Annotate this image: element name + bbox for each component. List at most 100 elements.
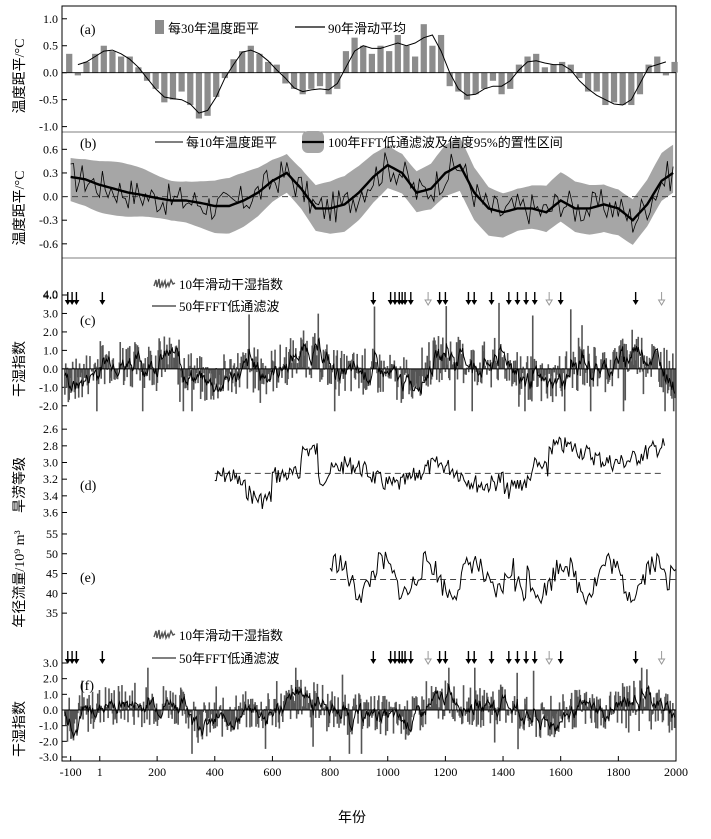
bar <box>100 45 107 73</box>
bar <box>559 61 566 73</box>
y-tick-label: 35 <box>46 606 58 620</box>
y-tick-label: 0.3 <box>43 166 58 180</box>
y-tick-label: 1.0 <box>43 687 58 701</box>
event-arrow-head <box>387 300 394 305</box>
y-tick-label: 55 <box>46 527 58 541</box>
event-arrow-head <box>69 659 76 664</box>
bar <box>299 72 306 95</box>
bar <box>351 37 358 73</box>
event-arrow-head <box>402 300 409 305</box>
legend-label-line-a: 90年滑动平均 <box>328 21 406 36</box>
bar <box>264 61 272 73</box>
y-tick-label: 2.0 <box>43 325 58 339</box>
y-tick-label: 3.0 <box>43 656 58 670</box>
bar <box>463 72 471 100</box>
x-tick-label: 200 <box>148 765 166 779</box>
x-tick-label: 1 <box>97 765 103 779</box>
event-arrow-head <box>73 300 80 305</box>
bar <box>412 56 419 73</box>
panel-label-d: (d) <box>80 479 97 494</box>
event-arrow-head <box>391 659 398 664</box>
x-axis: -100 1 200 400 600 800 1000 1200 1400 1600 1800 200… <box>60 756 688 779</box>
legend-label-fft-f: 50年FFT低通滤波 <box>179 651 279 666</box>
legend-swatch-wet-f <box>153 629 176 641</box>
legend-label-band: 100年FFT低通滤波及信度95%的置性区间 <box>328 135 563 150</box>
event-arrow-open-head <box>657 658 666 665</box>
bar <box>610 72 618 103</box>
ylabel-e: 年径流量/10⁹ m³ <box>12 530 28 627</box>
bar <box>420 24 427 73</box>
ylabel-d: 旱涝等级 <box>11 457 28 513</box>
bar <box>256 53 263 73</box>
bar <box>92 53 99 73</box>
event-arrow-head <box>64 659 71 664</box>
event-arrow-head <box>370 300 377 305</box>
panel-label-a: (a) <box>80 23 96 38</box>
y-tick-label: 40 <box>46 586 58 600</box>
bar <box>221 72 228 79</box>
y-tick-label: -2.0 <box>39 734 58 748</box>
y-tick-label: -1.0 <box>39 120 58 134</box>
event-arrow-head <box>436 659 443 664</box>
event-arrow-head <box>391 300 398 305</box>
event-arrow-head <box>64 300 71 305</box>
bar <box>126 56 133 73</box>
x-tick-label: 1200 <box>433 765 457 779</box>
bar <box>178 72 185 92</box>
y-tick-label: 3.0 <box>43 306 58 320</box>
ylabel-a: 温度距平/°C <box>12 39 28 114</box>
bar <box>394 34 401 73</box>
bar <box>152 72 159 89</box>
panel-label-e: (e) <box>80 571 96 586</box>
panel-label-c: (c) <box>80 314 96 329</box>
bar <box>628 72 635 106</box>
y-tick-label: 0.5 <box>43 39 58 53</box>
bar <box>593 72 600 92</box>
x-tick-label: 1400 <box>491 765 515 779</box>
bar <box>161 72 168 103</box>
bar <box>360 45 367 73</box>
event-arrow-head <box>465 659 472 664</box>
panel-c: -2.0-1.00.01.02.03.04.04.0 <box>39 287 676 413</box>
panel-a: -1.0 -0.5 0.0 0.5 1.0 <box>39 12 678 134</box>
bar <box>455 72 462 92</box>
bar <box>550 64 557 73</box>
bar <box>437 34 445 73</box>
legend-swatch-bar <box>155 20 164 34</box>
y-tick-label: 4.0 <box>43 288 58 302</box>
xlabel: 年份 <box>338 810 366 826</box>
bar <box>273 64 280 73</box>
bar <box>386 51 393 73</box>
event-arrow-head <box>632 659 639 664</box>
y-tick-label: -1.0 <box>39 719 58 733</box>
y-tick-label: -3.0 <box>39 750 58 764</box>
event-arrow-head <box>514 659 521 664</box>
event-arrow-head <box>442 659 449 664</box>
bar <box>515 64 523 73</box>
event-arrow-open-head <box>424 658 432 665</box>
bar <box>66 53 73 73</box>
legend-label-wet-c: 10年滑动干湿指数 <box>179 277 283 292</box>
y-tick-label: 50 <box>46 547 58 561</box>
panel-e: 35 40 45 50 55 <box>46 527 677 620</box>
bar <box>195 72 203 119</box>
event-arrow-head <box>488 659 495 664</box>
y-tick-label: 3.6 <box>43 506 58 520</box>
event-arrow-head <box>514 300 521 305</box>
legend-swatch-wet-c <box>153 278 176 290</box>
bar <box>290 72 298 89</box>
legend-label-line-b: 每10年温度距平 <box>186 135 277 150</box>
y-tick-label: -0.3 <box>39 213 58 227</box>
y-tick-label: 3.4 <box>43 489 58 503</box>
event-arrow-head <box>523 300 530 305</box>
event-arrow-head <box>407 300 414 305</box>
event-arrow-head <box>557 300 564 305</box>
y-tick-label: 1.0 <box>43 12 58 26</box>
bar <box>247 45 254 73</box>
fft-lowpass-line <box>64 337 676 396</box>
x-tick-label: 2000 <box>664 765 688 779</box>
bar <box>204 72 211 116</box>
event-arrow-head <box>523 659 530 664</box>
y-tick-label: 1.0 <box>43 343 58 357</box>
